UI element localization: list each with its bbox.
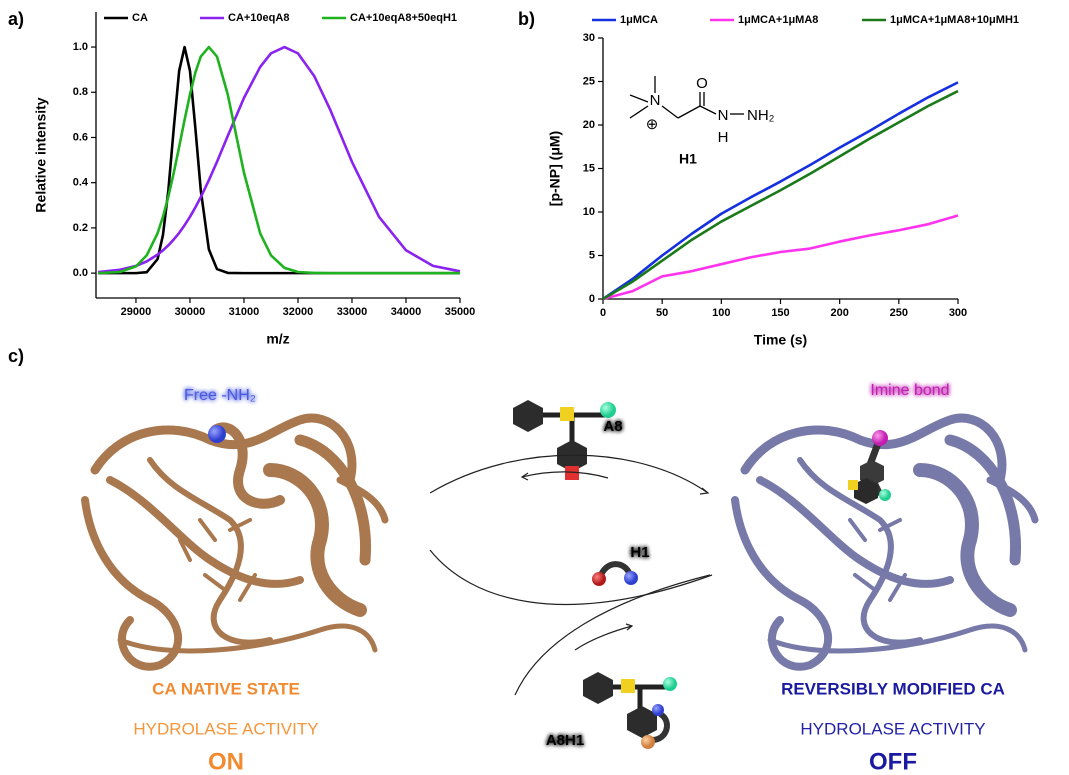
x-tick-label: 33000 <box>337 306 368 318</box>
x-axis-label: Time (s) <box>754 332 807 348</box>
y-tick-label: 5 <box>589 249 595 261</box>
activity-label: HYDROLASE ACTIVITY <box>800 719 985 738</box>
data-line <box>98 47 460 273</box>
amine-label: Free -NH₂ <box>184 387 256 404</box>
x-tick-label: 250 <box>890 307 908 319</box>
panel-label: c) <box>8 346 24 366</box>
legend-label: 1μMCA+1μMA8 <box>738 14 818 26</box>
status-label: ON <box>208 748 244 775</box>
x-tick-label: 31000 <box>229 306 260 318</box>
y-axis-label: [p-NP] (μM) <box>547 131 563 206</box>
y-tick-label: 0 <box>589 293 595 305</box>
data-line <box>98 47 460 272</box>
y-tick-label: 0.8 <box>73 86 88 98</box>
y-tick-label: 15 <box>583 162 595 174</box>
y-axis-label: Relative intensity <box>33 97 49 212</box>
figure: a) b) c) N ⊕ O N H NH₂ H1 Free -NH₂ <box>0 0 1069 775</box>
y-tick-label: 0.2 <box>73 222 88 234</box>
legend-label: CA+10eqA8+50eqH1 <box>350 12 457 24</box>
reagent-h1 <box>592 564 638 586</box>
equilibrium-arrows <box>430 455 712 695</box>
x-tick-label: 200 <box>830 307 848 319</box>
atom: ⊕ <box>646 116 659 133</box>
y-tick-label: 25 <box>583 75 595 87</box>
y-tick-label: 20 <box>583 119 595 131</box>
data-line <box>98 47 460 273</box>
y-tick-label: 0.6 <box>73 131 88 143</box>
x-axis-label: m/z <box>266 331 289 347</box>
y-tick-label: 0.0 <box>73 267 88 279</box>
adduct-a8h1 <box>583 672 677 749</box>
x-tick-label: 29000 <box>121 306 152 318</box>
x-tick-label: 30000 <box>175 306 206 318</box>
y-tick-label: 10 <box>583 206 595 218</box>
legend-label: 1μMCA+1μMA8+10μMH1 <box>890 14 1019 26</box>
status-label: OFF <box>869 748 917 775</box>
legend-label: 1μMCA <box>620 14 658 26</box>
atom: N <box>650 92 661 109</box>
x-tick-label: 32000 <box>283 306 314 318</box>
y-tick-label: 30 <box>583 32 595 44</box>
reagent-label: H1 <box>630 544 649 561</box>
atom: N <box>718 107 729 124</box>
y-tick-label: 1.0 <box>73 41 88 53</box>
data-line <box>603 215 958 299</box>
atom: NH₂ <box>747 107 775 124</box>
x-tick-label: 0 <box>600 307 606 319</box>
x-tick-label: 150 <box>771 307 789 319</box>
panel-label: b) <box>518 9 535 29</box>
panel-label: a) <box>8 9 24 29</box>
protein-native <box>85 418 385 667</box>
atom: O <box>696 75 708 92</box>
legend-label: CA+10eqA8 <box>228 12 289 24</box>
protein-modified <box>735 418 1035 667</box>
state-label: CA NATIVE STATE <box>152 679 300 698</box>
atom: H <box>718 129 729 146</box>
x-tick-label: 35000 <box>445 306 476 318</box>
legend-label: CA <box>132 12 148 24</box>
imine-label: Imine bond <box>870 382 949 399</box>
x-tick-label: 100 <box>712 307 730 319</box>
amine-sphere <box>208 425 226 443</box>
x-tick-label: 300 <box>949 307 967 319</box>
x-tick-label: 50 <box>656 307 668 319</box>
y-tick-label: 0.4 <box>73 177 89 189</box>
adduct-label: A8H1 <box>546 732 584 749</box>
state-label: REVERSIBLY MODIFIED CA <box>781 679 1005 698</box>
reagent-label: A8 <box>603 418 622 435</box>
activity-label: HYDROLASE ACTIVITY <box>133 719 318 738</box>
inset-label: H1 <box>679 151 697 167</box>
reagent-a8 <box>513 400 616 480</box>
x-tick-label: 34000 <box>391 306 422 318</box>
